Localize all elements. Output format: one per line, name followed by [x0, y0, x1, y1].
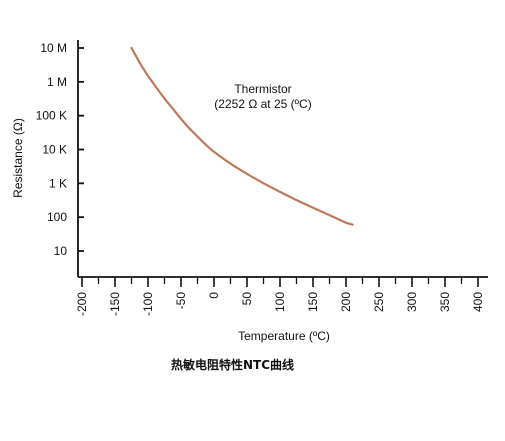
y-axis: 10 100 1 K 10 K 100 K 1 M 10 M [36, 40, 84, 277]
y-tick-label: 100 K [36, 109, 67, 123]
series-line [130, 46, 354, 226]
x-tick-label: 300 [405, 292, 419, 312]
y-tick-label: 10 [54, 244, 68, 258]
x-tick-label: 100 [273, 292, 287, 312]
y-tick-label: 1 K [49, 176, 67, 190]
y-tick-label: 1 M [47, 75, 67, 89]
x-tick-label: 150 [306, 292, 320, 312]
chart-caption: 热敏电阻特性NTC曲线 [170, 358, 295, 372]
annotation-detail: (2252 Ω at 25 (ºC) [214, 97, 311, 111]
x-tick-label: -150 [108, 292, 122, 316]
x-tick-label: 350 [438, 292, 452, 312]
y-axis-title: Resistance (Ω) [11, 118, 25, 198]
x-tick-label: 200 [339, 292, 353, 312]
x-tick-label: 400 [471, 292, 485, 312]
y-tick-label: 10 M [40, 41, 67, 55]
x-tick-label: 0 [207, 292, 221, 299]
x-tick-label: -200 [75, 292, 89, 316]
x-axis: -200 -150 -100 -50 0 50 100 150 200 250 300 350 400 [75, 276, 488, 316]
x-tick-label: -50 [174, 292, 188, 310]
x-axis-title: Temperature (ºC) [238, 329, 330, 343]
y-tick-label: 100 [47, 210, 67, 224]
x-tick-label: 250 [372, 292, 386, 312]
annotation-title: Thermistor [234, 82, 291, 96]
x-tick-label: 50 [240, 292, 254, 306]
y-tick-label: 10 K [42, 143, 67, 157]
x-tick-label: -100 [141, 292, 155, 316]
series-layer [130, 46, 354, 226]
